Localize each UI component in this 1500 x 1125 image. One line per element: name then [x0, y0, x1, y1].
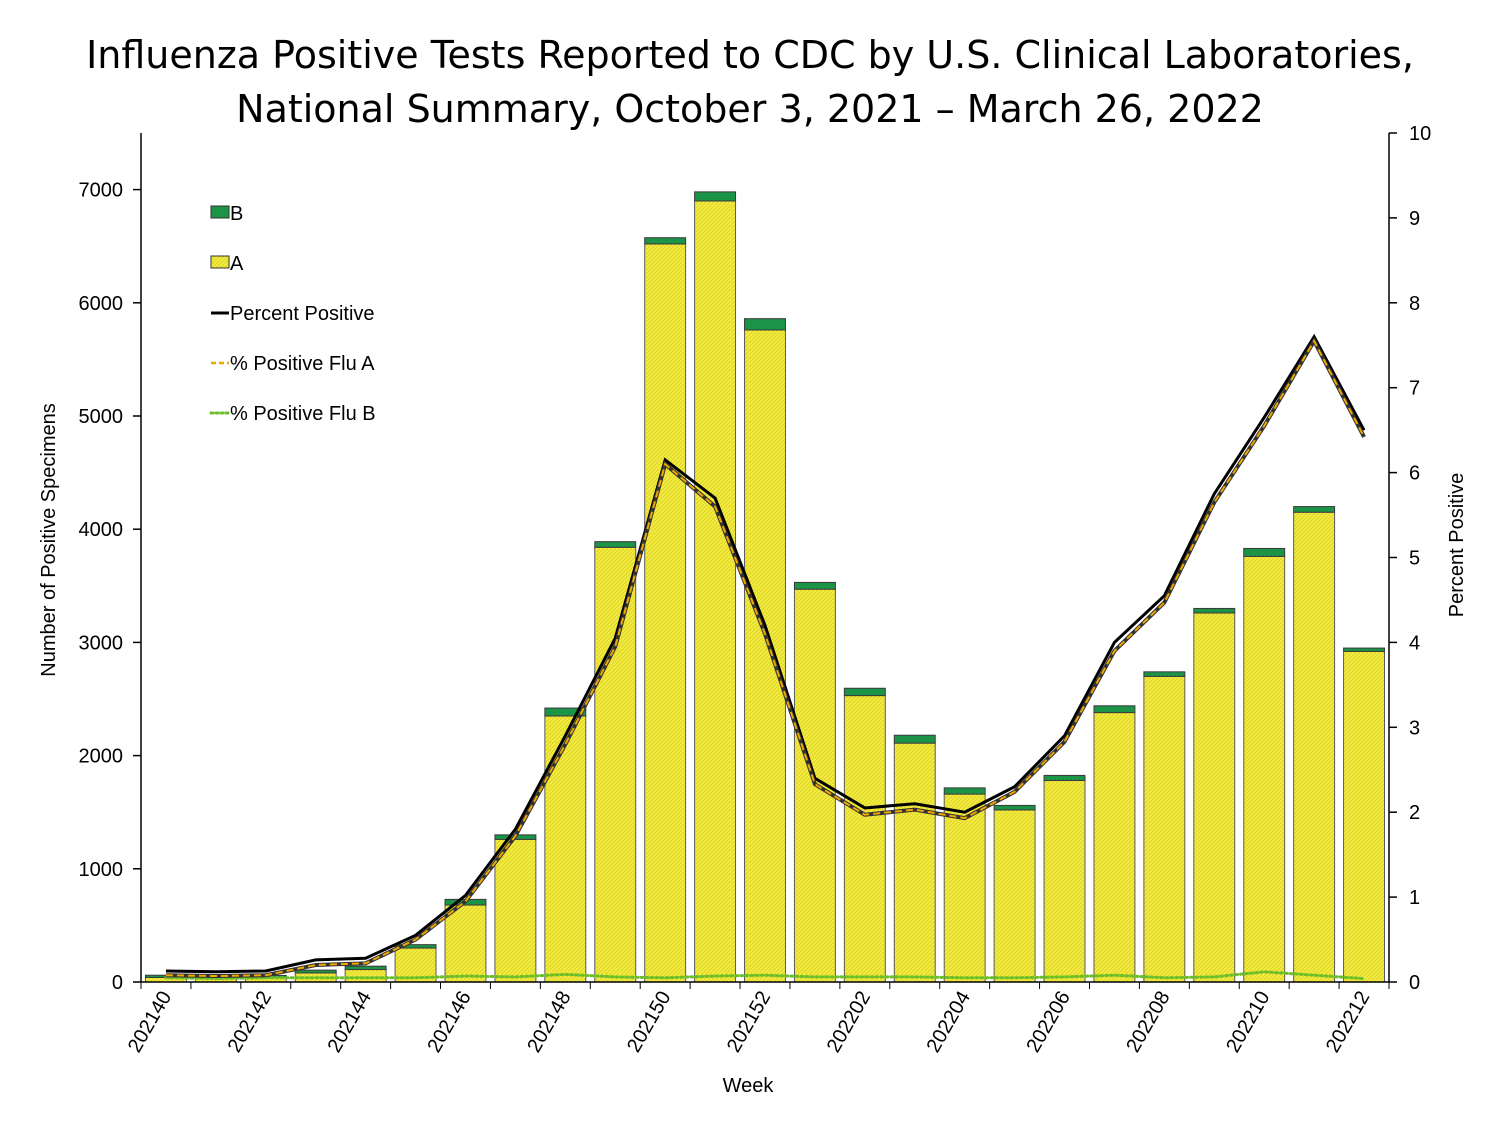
x-tick-label: 202206	[1022, 988, 1074, 1057]
x-tick-label: 202150	[623, 988, 675, 1057]
x-tick-label: 202142	[224, 988, 276, 1057]
bar-b-202204	[943, 787, 986, 795]
y-tick-label: 7000	[79, 180, 124, 202]
x-tick-label: 202204	[923, 987, 975, 1056]
y2-tick-label: 0	[1409, 972, 1420, 994]
bar-b-202203	[893, 734, 936, 744]
bar-a-202152	[744, 329, 786, 983]
line-percent-positive	[165, 333, 1366, 974]
y-tick-label: 3000	[79, 632, 124, 654]
bar-a-202211	[1293, 511, 1336, 983]
bar-b-202210	[1243, 547, 1286, 557]
line-layer	[164, 333, 1366, 981]
x-axis-title: Week	[723, 1075, 775, 1097]
y2-tick-label: 10	[1409, 123, 1431, 145]
bar-a-202208	[1143, 675, 1186, 983]
legend-label: B	[230, 203, 243, 225]
y2-tick-label: 9	[1409, 208, 1420, 230]
y-axis-title: Number of Positive Specimens	[38, 403, 60, 676]
line-pct-flu-a	[165, 338, 1365, 978]
y2-tick-label: 5	[1409, 548, 1420, 570]
legend-label: % Positive Flu B	[230, 403, 376, 425]
bar-a-202146	[444, 904, 487, 983]
bar-a-202210	[1243, 555, 1286, 983]
bar-a-202202	[843, 695, 886, 983]
bar-b-202148	[544, 707, 587, 717]
y-tick-label: 0	[112, 972, 123, 994]
legend-label: Percent Positive	[230, 303, 375, 325]
bar-b-202152	[744, 318, 786, 331]
bar-b-202211	[1293, 506, 1336, 513]
y2-tick-label: 7	[1409, 378, 1420, 400]
chart-title: Influenza Positive Tests Reported to CDC…	[0, 28, 1500, 136]
bar-b-202149	[594, 541, 637, 548]
bar-b-202143	[294, 969, 337, 974]
legend-swatch-b	[210, 205, 230, 219]
bar-a-202203	[893, 742, 936, 983]
bar-b-202205	[993, 804, 1036, 811]
bar-a-202151	[694, 200, 737, 983]
y2-tick-label: 3	[1409, 717, 1420, 739]
bar-a-202148	[544, 715, 587, 983]
bar-a-202212	[1343, 650, 1386, 983]
y-tick-label: 4000	[79, 519, 124, 541]
bar-b-202201	[793, 581, 836, 590]
bar-a-202204	[943, 793, 986, 983]
bar-a-202147	[494, 838, 537, 983]
bar-b-202209	[1193, 607, 1236, 614]
legend-label: % Positive Flu A	[230, 353, 375, 375]
x-tick-label: 202212	[1322, 988, 1374, 1057]
x-tick-label: 202202	[823, 988, 875, 1057]
bar-b-202207	[1093, 705, 1136, 714]
bar-b-202208	[1143, 671, 1186, 677]
bar-b-202151	[694, 191, 737, 202]
y-tick-label: 5000	[79, 406, 124, 428]
bar-a-202205	[993, 809, 1036, 983]
bar-a-202149	[594, 546, 637, 983]
bar-a-202207	[1093, 712, 1136, 983]
x-tick-label: 202152	[723, 988, 775, 1057]
bar-b-202212	[1343, 647, 1386, 652]
y-tick-label: 6000	[79, 293, 124, 315]
x-tick-label: 202210	[1222, 988, 1274, 1057]
bar-a-202150	[644, 243, 687, 983]
legend-swatch-a	[210, 255, 230, 269]
x-tick-label: 202140	[124, 988, 176, 1057]
chart-title-line-1: Influenza Positive Tests Reported to CDC…	[86, 33, 1414, 77]
y2-tick-label: 4	[1409, 632, 1420, 654]
y2-tick-label: 1	[1409, 887, 1420, 909]
y2-axis-title: Percent Positive	[1446, 473, 1468, 618]
y2-tick-label: 8	[1409, 293, 1420, 315]
bar-a-202209	[1193, 612, 1236, 983]
y2-tick-label: 2	[1409, 802, 1420, 824]
bar-a-202144	[344, 969, 387, 983]
bar-b-202202	[843, 687, 886, 697]
y-tick-label: 2000	[79, 746, 124, 768]
y2-tick-label: 6	[1409, 463, 1420, 485]
chart-title-line-2: National Summary, October 3, 2021 – Marc…	[236, 87, 1264, 131]
bar-b-202150	[644, 237, 687, 245]
bar-b-202144	[344, 965, 387, 971]
x-tick-label: 202146	[423, 988, 475, 1057]
legend-label: A	[230, 253, 244, 275]
bar-a-202206	[1043, 780, 1086, 983]
x-tick-label: 202144	[324, 988, 376, 1057]
bar-b-202206	[1043, 774, 1086, 782]
x-tick-label: 202208	[1122, 988, 1174, 1057]
x-tick-label: 202148	[523, 988, 575, 1057]
legend: B A Percent Positive % Positive Flu A % Posi…	[209, 203, 376, 425]
y-tick-label: 1000	[79, 859, 124, 881]
line-pct-flu-b	[164, 970, 1366, 981]
